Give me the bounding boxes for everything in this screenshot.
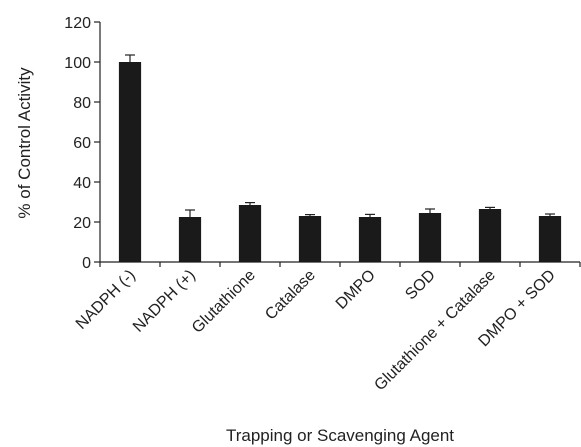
bar [418,213,442,262]
y-tick-label: 60 [73,135,91,152]
x-axis-title: Trapping or Scavenging Agent [226,426,454,445]
y-tick-label: 0 [82,255,91,272]
y-tick-label: 40 [73,175,91,192]
x-tick-label: SOD [402,267,439,304]
y-axis-title: % of Control Activity [15,67,34,219]
x-tick-label: NADPH (-) [73,267,139,333]
bar [538,216,562,262]
bar [478,209,502,262]
y-axis: 0 20 40 60 80 100 120 [64,15,101,272]
error-bars-group [125,54,555,217]
bar [178,217,202,262]
bar [298,216,322,262]
bar [118,62,142,262]
bar [358,217,382,262]
x-tick-label: Glutathione + Catalase [371,267,499,395]
y-tick-label: 20 [73,215,91,232]
x-tick-label: DMPO [333,267,379,313]
x-axis: NADPH (-)NADPH (+)Glutathione Catalase DMP… [73,261,581,395]
y-tick-label: 120 [64,15,91,32]
bars-group [118,62,562,262]
x-tick-label: Catalase [262,267,319,324]
bar [238,205,262,262]
y-tick-label: 80 [73,95,91,112]
y-tick-label: 100 [64,55,91,72]
x-tick-label: Glutathione [189,267,259,337]
